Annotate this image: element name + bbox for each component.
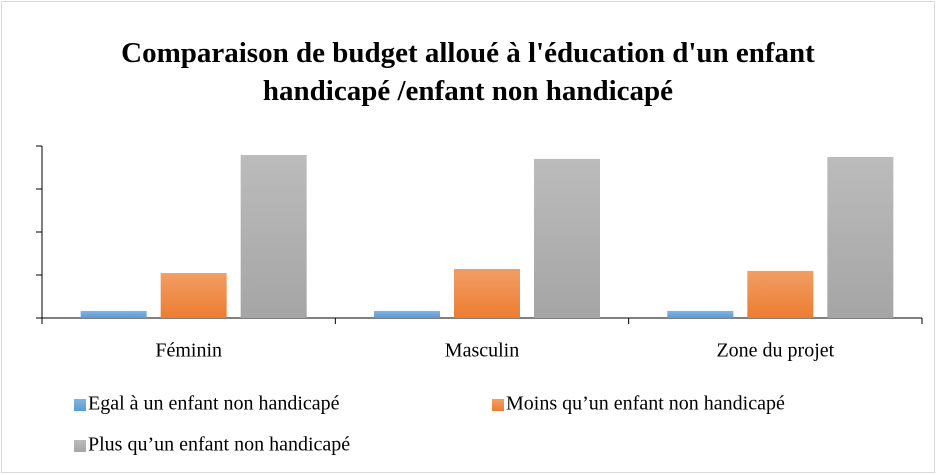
bar [80,310,147,318]
bar [374,310,440,318]
legend-label: Egal à un enfant non handicapé [88,393,340,415]
bar [454,268,520,318]
legend-item: Egal à un enfant non handicapé [74,393,340,415]
legend-swatch [74,440,86,452]
legend-item: Plus qu’un enfant non handicapé [74,434,350,456]
bar [747,270,814,318]
legend-swatch [74,399,86,411]
bar [240,155,307,318]
chart-title: Comparaison de budget alloué à l'éducati… [121,37,815,107]
x-tick-label: Féminin [155,340,222,362]
bar [667,310,734,318]
bar [827,156,894,318]
legend-item: Moins qu’un enfant non handicapé [492,393,785,415]
legend-swatch [492,399,504,411]
legend-label: Moins qu’un enfant non handicapé [506,393,785,415]
x-tick-label: Masculin [445,340,519,362]
bar [534,158,600,318]
bar [160,273,227,318]
x-tick-label: Zone du projet [716,340,834,362]
legend-label: Plus qu’un enfant non handicapé [88,434,350,456]
